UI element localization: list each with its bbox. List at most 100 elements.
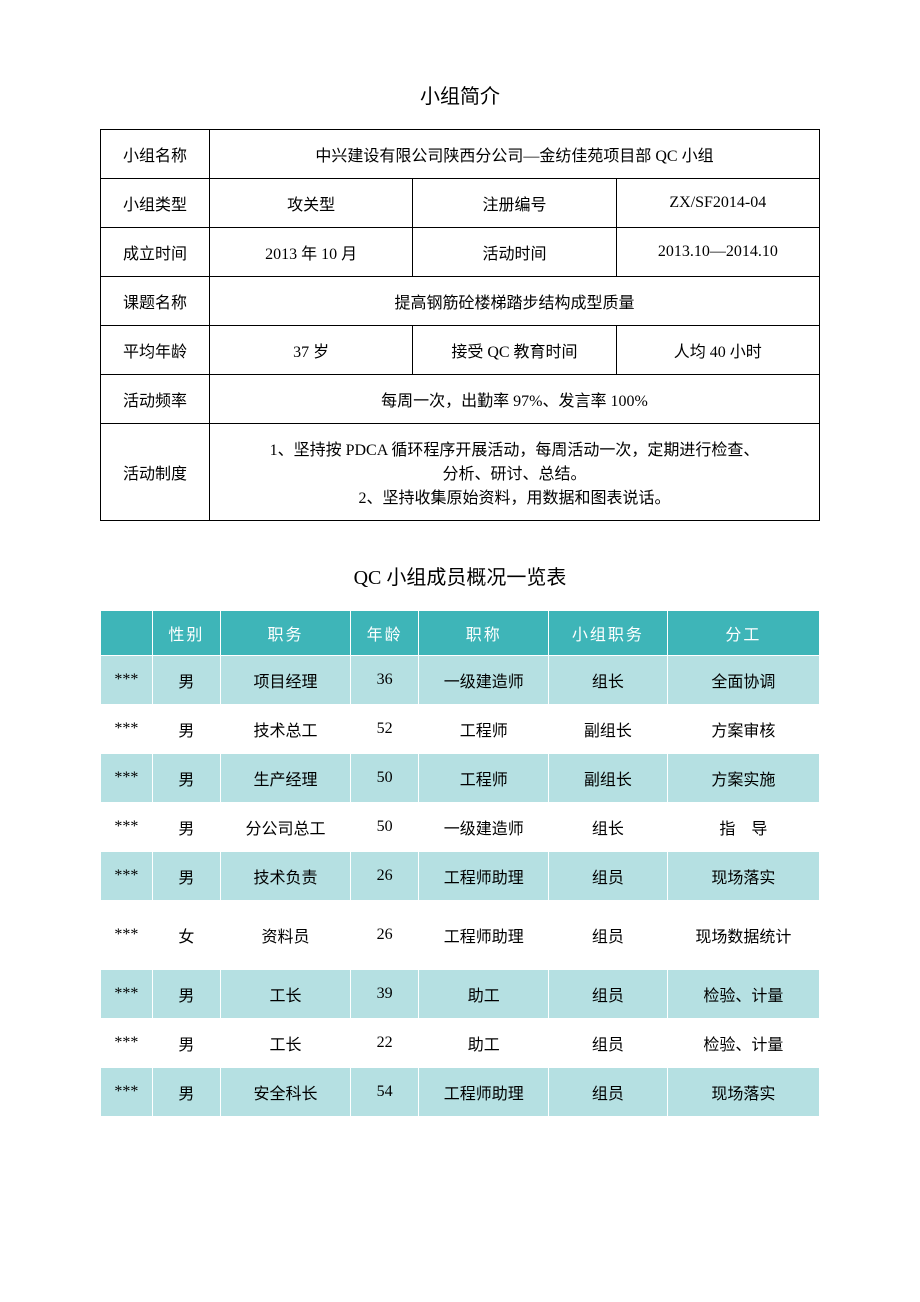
members-table: 性别 职务 年龄 职称 小组职务 分工 ***男项目经理36一级建造师组长全面协… bbox=[100, 610, 820, 1117]
members-header: 职称 bbox=[419, 611, 549, 656]
intro-label: 活动频率 bbox=[101, 375, 210, 424]
table-cell: *** bbox=[101, 901, 153, 970]
members-header: 职务 bbox=[221, 611, 351, 656]
table-cell: 一级建造师 bbox=[419, 656, 549, 705]
intro-row: 成立时间 2013 年 10 月 活动时间 2013.10—2014.10 bbox=[101, 228, 820, 277]
table-cell: 工程师助理 bbox=[419, 852, 549, 901]
members-header: 性别 bbox=[152, 611, 220, 656]
table-row: ***男分公司总工50一级建造师组长指 导 bbox=[101, 803, 820, 852]
intro-value: 每周一次，出勤率 97%、发言率 100% bbox=[209, 375, 819, 424]
intro-label: 课题名称 bbox=[101, 277, 210, 326]
intro-value: 攻关型 bbox=[209, 179, 412, 228]
table-cell: *** bbox=[101, 1068, 153, 1117]
table-row: ***男工长22助工组员检验、计量 bbox=[101, 1019, 820, 1068]
table-cell: 50 bbox=[350, 803, 418, 852]
table-cell: 男 bbox=[152, 754, 220, 803]
intro-value: 1、坚持按 PDCA 循环程序开展活动，每周活动一次，定期进行检查、 分析、研讨… bbox=[209, 424, 819, 521]
table-cell: 工程师助理 bbox=[419, 901, 549, 970]
intro-value: 活动时间 bbox=[413, 228, 616, 277]
table-cell: *** bbox=[101, 705, 153, 754]
table-cell: 副组长 bbox=[549, 754, 668, 803]
table-cell: 指 导 bbox=[667, 803, 819, 852]
intro-row: 活动频率 每周一次，出勤率 97%、发言率 100% bbox=[101, 375, 820, 424]
table-cell: 男 bbox=[152, 1019, 220, 1068]
table-cell: 副组长 bbox=[549, 705, 668, 754]
table-cell: *** bbox=[101, 1019, 153, 1068]
table-cell: 检验、计量 bbox=[667, 970, 819, 1019]
members-header bbox=[101, 611, 153, 656]
intro-line: 分析、研讨、总结。 bbox=[220, 460, 809, 484]
table-cell: 助工 bbox=[419, 970, 549, 1019]
intro-row: 小组类型 攻关型 注册编号 ZX/SF2014-04 bbox=[101, 179, 820, 228]
table-cell: 男 bbox=[152, 705, 220, 754]
intro-row: 活动制度 1、坚持按 PDCA 循环程序开展活动，每周活动一次，定期进行检查、 … bbox=[101, 424, 820, 521]
table-cell: *** bbox=[101, 803, 153, 852]
intro-label: 平均年龄 bbox=[101, 326, 210, 375]
table-cell: 52 bbox=[350, 705, 418, 754]
intro-line: 2、坚持收集原始资料，用数据和图表说话。 bbox=[220, 484, 809, 508]
table-cell: 组员 bbox=[549, 1019, 668, 1068]
table-cell: *** bbox=[101, 970, 153, 1019]
table-cell: 36 bbox=[350, 656, 418, 705]
members-header: 年龄 bbox=[350, 611, 418, 656]
intro-value: 接受 QC 教育时间 bbox=[413, 326, 616, 375]
table-cell: 男 bbox=[152, 656, 220, 705]
table-row: ***男项目经理36一级建造师组长全面协调 bbox=[101, 656, 820, 705]
table-cell: 项目经理 bbox=[221, 656, 351, 705]
table-cell: *** bbox=[101, 754, 153, 803]
intro-row: 平均年龄 37 岁 接受 QC 教育时间 人均 40 小时 bbox=[101, 326, 820, 375]
table-cell: 54 bbox=[350, 1068, 418, 1117]
table-cell: 39 bbox=[350, 970, 418, 1019]
table-cell: 工程师助理 bbox=[419, 1068, 549, 1117]
table-row: ***男生产经理50工程师副组长方案实施 bbox=[101, 754, 820, 803]
table-cell: 26 bbox=[350, 901, 418, 970]
table-cell: 现场数据统计 bbox=[667, 901, 819, 970]
table-cell: 组员 bbox=[549, 852, 668, 901]
table-cell: 工长 bbox=[221, 1019, 351, 1068]
intro-row: 小组名称 中兴建设有限公司陕西分公司—金纺佳苑项目部 QC 小组 bbox=[101, 130, 820, 179]
table-cell: 男 bbox=[152, 970, 220, 1019]
table-cell: 22 bbox=[350, 1019, 418, 1068]
intro-value: 37 岁 bbox=[209, 326, 412, 375]
table-cell: 现场落实 bbox=[667, 852, 819, 901]
table-cell: 26 bbox=[350, 852, 418, 901]
table-cell: 生产经理 bbox=[221, 754, 351, 803]
table-cell: 全面协调 bbox=[667, 656, 819, 705]
table-cell: 工程师 bbox=[419, 705, 549, 754]
table-row: ***男技术总工52工程师副组长方案审核 bbox=[101, 705, 820, 754]
table-cell: 分公司总工 bbox=[221, 803, 351, 852]
intro-value: 注册编号 bbox=[413, 179, 616, 228]
table-cell: 现场落实 bbox=[667, 1068, 819, 1117]
members-header-row: 性别 职务 年龄 职称 小组职务 分工 bbox=[101, 611, 820, 656]
table-row: ***女资料员26工程师助理组员现场数据统计 bbox=[101, 901, 820, 970]
table-cell: 男 bbox=[152, 803, 220, 852]
table-cell: 50 bbox=[350, 754, 418, 803]
intro-table: 小组名称 中兴建设有限公司陕西分公司—金纺佳苑项目部 QC 小组 小组类型 攻关… bbox=[100, 129, 820, 521]
intro-value: 2013 年 10 月 bbox=[209, 228, 412, 277]
members-header: 小组职务 bbox=[549, 611, 668, 656]
table-cell: 技术总工 bbox=[221, 705, 351, 754]
intro-value: ZX/SF2014-04 bbox=[616, 179, 819, 228]
intro-line: 1、坚持按 PDCA 循环程序开展活动，每周活动一次，定期进行检查、 bbox=[220, 436, 809, 460]
table-row: ***男技术负责26工程师助理组员现场落实 bbox=[101, 852, 820, 901]
table-cell: *** bbox=[101, 852, 153, 901]
table-cell: 技术负责 bbox=[221, 852, 351, 901]
table-cell: 组长 bbox=[549, 803, 668, 852]
intro-value: 提高钢筋砼楼梯踏步结构成型质量 bbox=[209, 277, 819, 326]
intro-row: 课题名称 提高钢筋砼楼梯踏步结构成型质量 bbox=[101, 277, 820, 326]
members-title: QC 小组成员概况一览表 bbox=[100, 561, 820, 590]
table-cell: 男 bbox=[152, 1068, 220, 1117]
table-cell: 方案实施 bbox=[667, 754, 819, 803]
table-cell: 安全科长 bbox=[221, 1068, 351, 1117]
table-cell: 女 bbox=[152, 901, 220, 970]
intro-label: 小组名称 bbox=[101, 130, 210, 179]
table-cell: *** bbox=[101, 656, 153, 705]
intro-value: 2013.10—2014.10 bbox=[616, 228, 819, 277]
table-cell: 方案审核 bbox=[667, 705, 819, 754]
table-cell: 一级建造师 bbox=[419, 803, 549, 852]
intro-label: 小组类型 bbox=[101, 179, 210, 228]
members-header: 分工 bbox=[667, 611, 819, 656]
table-cell: 助工 bbox=[419, 1019, 549, 1068]
intro-title: 小组简介 bbox=[100, 80, 820, 109]
table-cell: 工长 bbox=[221, 970, 351, 1019]
